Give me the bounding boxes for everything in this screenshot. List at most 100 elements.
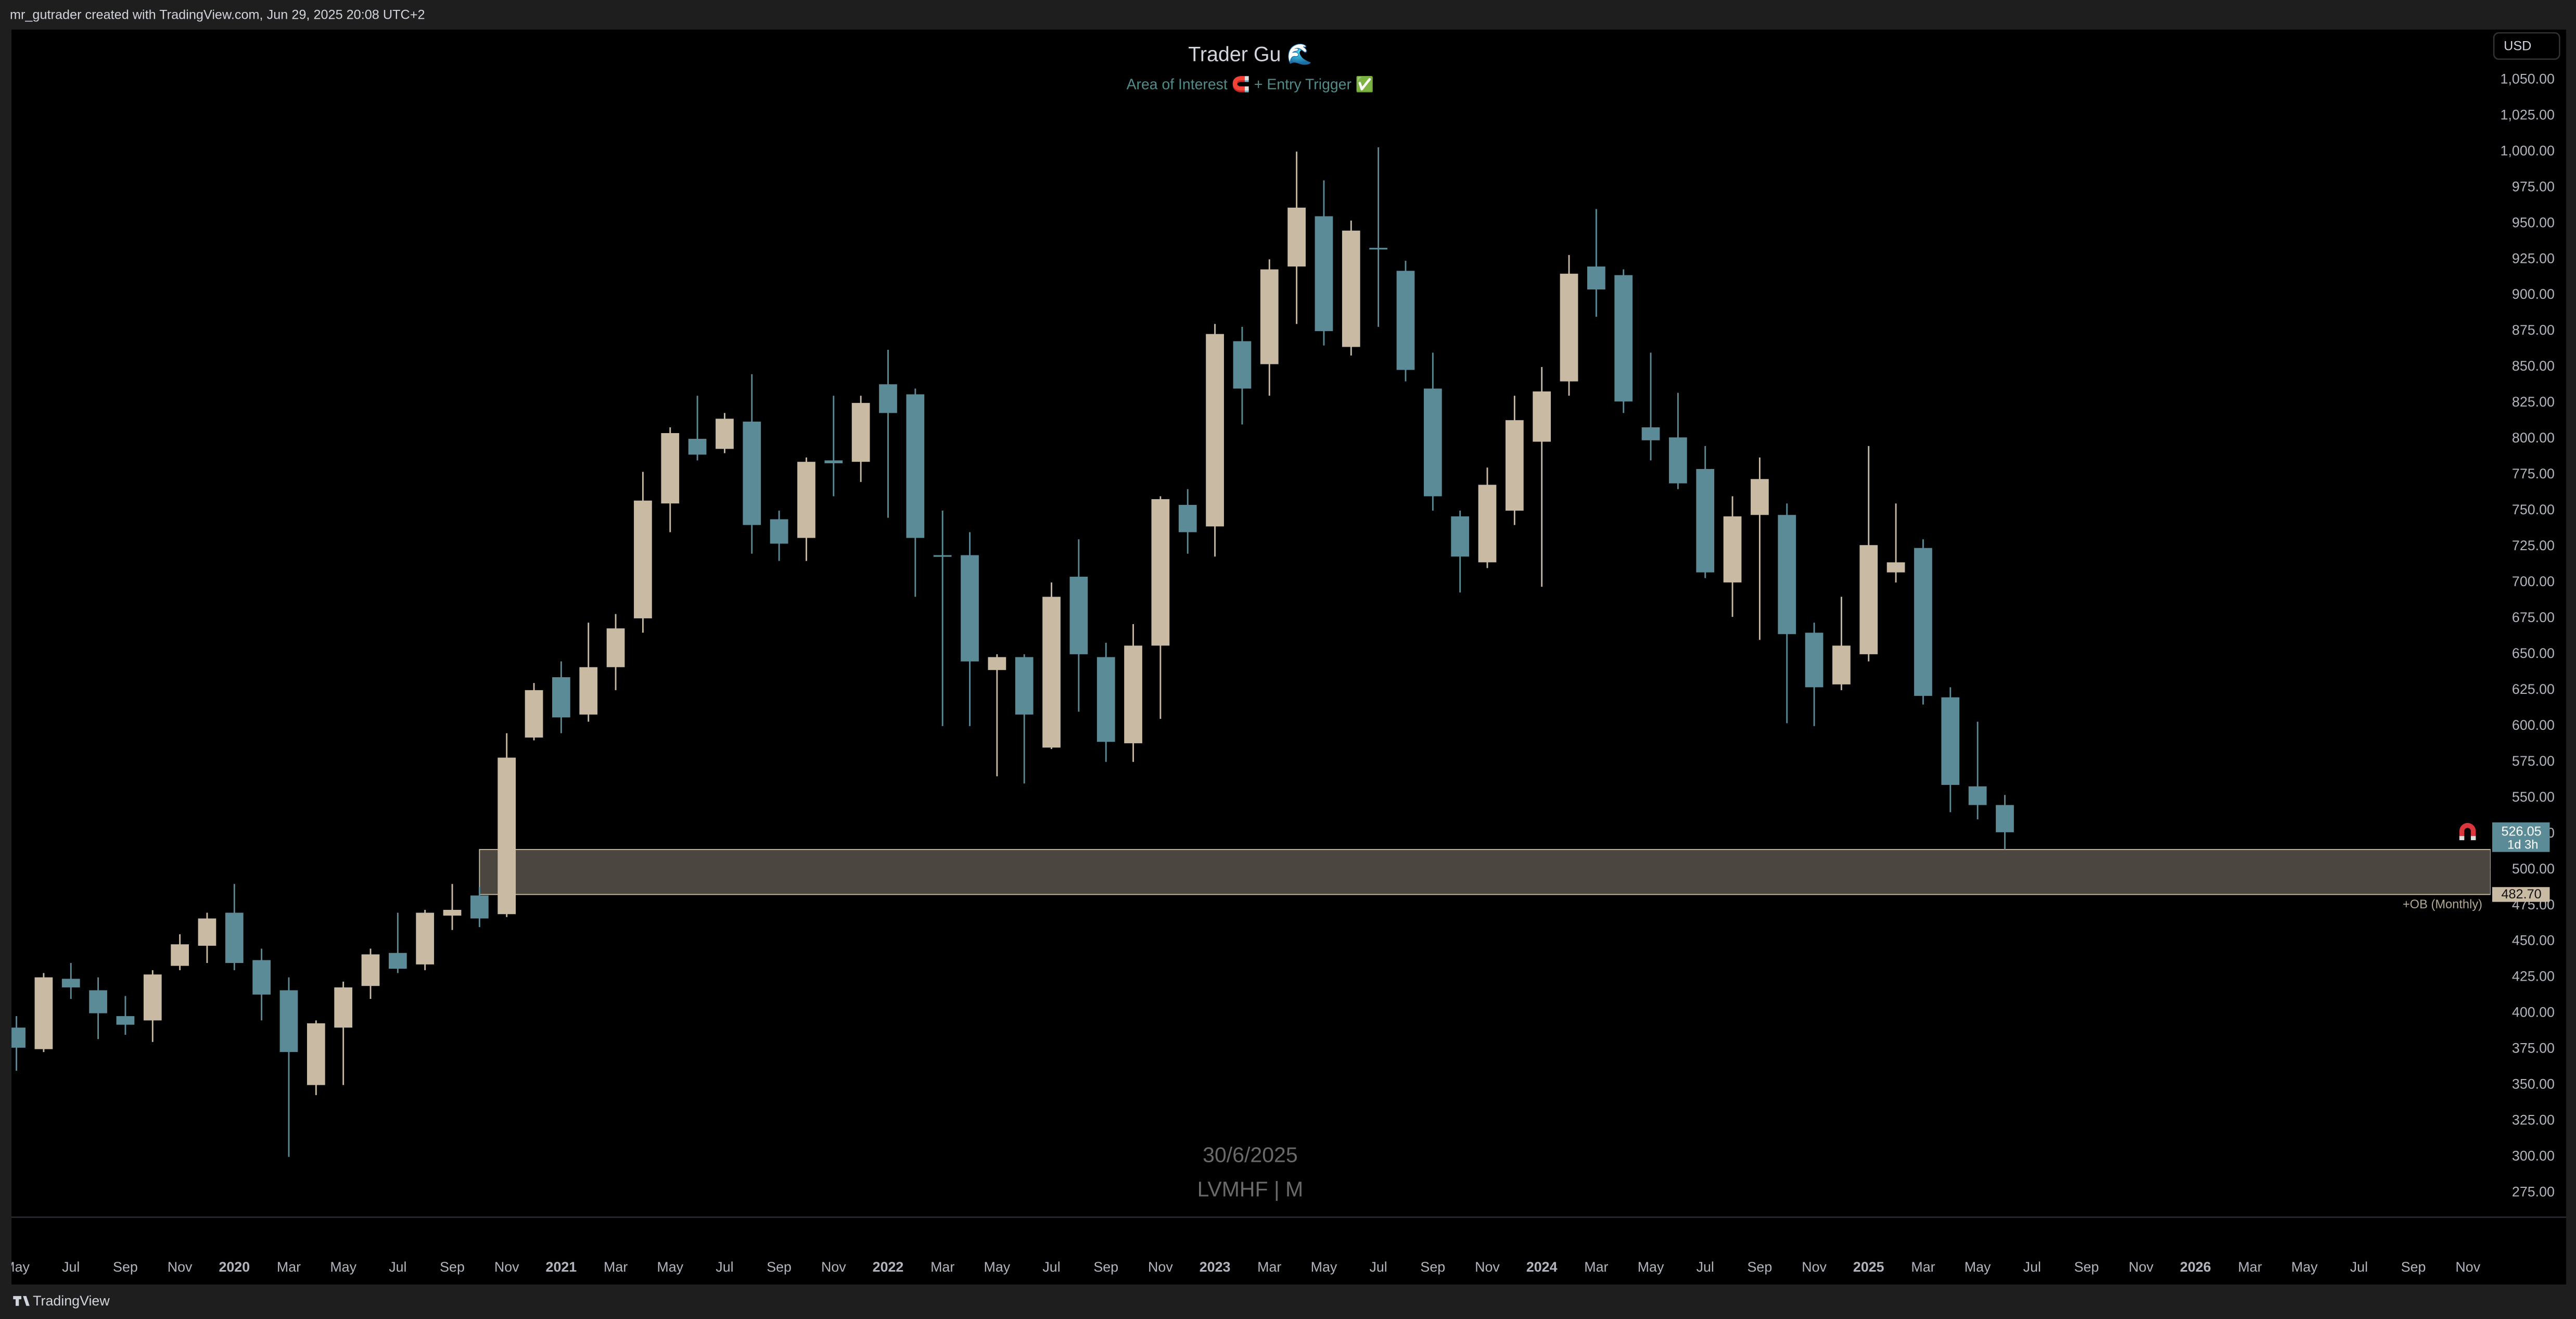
x-tick-label: 2021 — [546, 1259, 577, 1275]
candle-body — [797, 462, 815, 538]
candle-body — [716, 418, 734, 449]
currency[interactable]: USD — [2504, 39, 2531, 54]
candle-body — [1641, 427, 1660, 440]
candle-body — [879, 384, 897, 413]
y-tick-label: 825.00 — [2512, 394, 2555, 410]
candle-body — [1124, 645, 1142, 743]
candle-body — [606, 628, 625, 667]
y-tick-label: 700.00 — [2512, 574, 2555, 589]
x-tick-label: Jul — [2023, 1259, 2041, 1275]
candle-body — [1178, 504, 1197, 532]
candle-body — [1914, 548, 1932, 696]
x-tick-label: 2020 — [219, 1259, 250, 1275]
last-price-box — [2492, 822, 2550, 852]
candle-body — [498, 757, 516, 915]
watermark-symbol: LVMHF | M — [1197, 1177, 1304, 1201]
x-tick-label: May — [330, 1259, 356, 1275]
y-tick-label: 975.00 — [2512, 179, 2555, 194]
x-tick-label: Sep — [440, 1259, 465, 1275]
candle-body — [252, 960, 271, 995]
candle-body — [1369, 248, 1387, 250]
y-tick-label: 1,050.00 — [2501, 71, 2555, 86]
candle-body — [143, 974, 162, 1021]
x-tick-label: Mar — [1911, 1259, 1935, 1275]
watermark-date: 30/6/2025 — [1203, 1143, 1298, 1166]
x-tick-label: May — [657, 1259, 683, 1275]
candle-body — [225, 912, 244, 963]
candle-body — [1505, 420, 1524, 511]
x-tick-label: Mar — [604, 1259, 628, 1275]
y-tick-label: 500.00 — [2512, 861, 2555, 877]
candle-body — [1805, 632, 1823, 688]
x-tick-label: Jul — [2350, 1259, 2368, 1275]
y-tick-label: 375.00 — [2512, 1041, 2555, 1056]
x-tick-label: Nov — [1475, 1259, 1500, 1275]
y-tick-label: 850.00 — [2512, 358, 2555, 374]
candle-body — [961, 555, 979, 662]
y-tick-label: 800.00 — [2512, 430, 2555, 446]
candle-body — [307, 1023, 325, 1085]
x-tick-label: 2026 — [2180, 1259, 2211, 1275]
x-tick-label: Nov — [821, 1259, 846, 1275]
chart-title: Trader Gu 🌊 — [1188, 43, 1312, 66]
candle-body — [988, 657, 1006, 670]
y-tick-label: 1,000.00 — [2501, 143, 2555, 158]
candle-body — [634, 500, 652, 618]
y-tick-label: 600.00 — [2512, 717, 2555, 733]
x-tick-label: 2025 — [1853, 1259, 1884, 1275]
y-tick-label: 350.00 — [2512, 1076, 2555, 1092]
candle-body — [388, 953, 407, 969]
x-tick-label: Mar — [930, 1259, 954, 1275]
candle-body — [1859, 545, 1878, 654]
countdown: 1d 3h — [2507, 838, 2538, 852]
x-tick-label: Nov — [494, 1259, 519, 1275]
y-tick-label: 775.00 — [2512, 466, 2555, 481]
x-tick-label: Jul — [716, 1259, 733, 1275]
candle-body — [1151, 499, 1170, 646]
candle-body — [824, 460, 843, 463]
x-tick-label: May — [3, 1259, 30, 1275]
y-tick-label: 625.00 — [2512, 681, 2555, 697]
y-tick-label: 925.00 — [2512, 250, 2555, 266]
x-tick-label: Sep — [1420, 1259, 1445, 1275]
x-tick-label: Sep — [1748, 1259, 1772, 1275]
x-tick-label: 2024 — [1526, 1259, 1558, 1275]
candle-body — [906, 394, 925, 538]
x-tick-label: Nov — [2128, 1259, 2153, 1275]
y-tick-label: 275.00 — [2512, 1184, 2555, 1200]
candle-body — [1287, 207, 1306, 267]
x-tick-label: Sep — [767, 1259, 792, 1275]
candle-body — [1396, 271, 1415, 370]
candle-body — [1723, 516, 1742, 582]
x-tick-label: Mar — [2238, 1259, 2262, 1275]
y-tick-label: 950.00 — [2512, 214, 2555, 230]
candle-body — [61, 979, 80, 987]
candle-body — [1614, 275, 1633, 402]
y-tick-label: 725.00 — [2512, 538, 2555, 553]
candle-body — [334, 987, 353, 1028]
x-tick-label: Jul — [1697, 1259, 1714, 1275]
candle-body — [1015, 657, 1034, 715]
candle-body — [1941, 697, 1960, 785]
y-tick-label: 900.00 — [2512, 286, 2555, 302]
candle-body — [34, 977, 53, 1049]
y-tick-label: 875.00 — [2512, 322, 2555, 338]
zone-price: 482.70 — [2501, 887, 2541, 902]
candle-body — [198, 918, 216, 946]
y-tick-label: 750.00 — [2512, 502, 2555, 517]
last-price: 526.05 — [2501, 825, 2541, 839]
zone-label: +OB (Monthly) — [2403, 898, 2482, 911]
candle-body — [1315, 216, 1333, 332]
candle-body — [1096, 657, 1115, 742]
candle-body — [1342, 231, 1360, 347]
candle-body — [743, 421, 761, 525]
x-tick-label: Sep — [2401, 1259, 2426, 1275]
candle-body — [933, 555, 952, 557]
y-tick-label: 1,025.00 — [2501, 107, 2555, 122]
candle-body — [1996, 805, 2014, 832]
currency-button[interactable] — [2493, 32, 2560, 60]
y-tick-label: 675.00 — [2512, 610, 2555, 625]
x-tick-label: Jul — [1369, 1259, 1387, 1275]
candle-body — [1669, 437, 1687, 484]
order-block — [479, 849, 2491, 895]
